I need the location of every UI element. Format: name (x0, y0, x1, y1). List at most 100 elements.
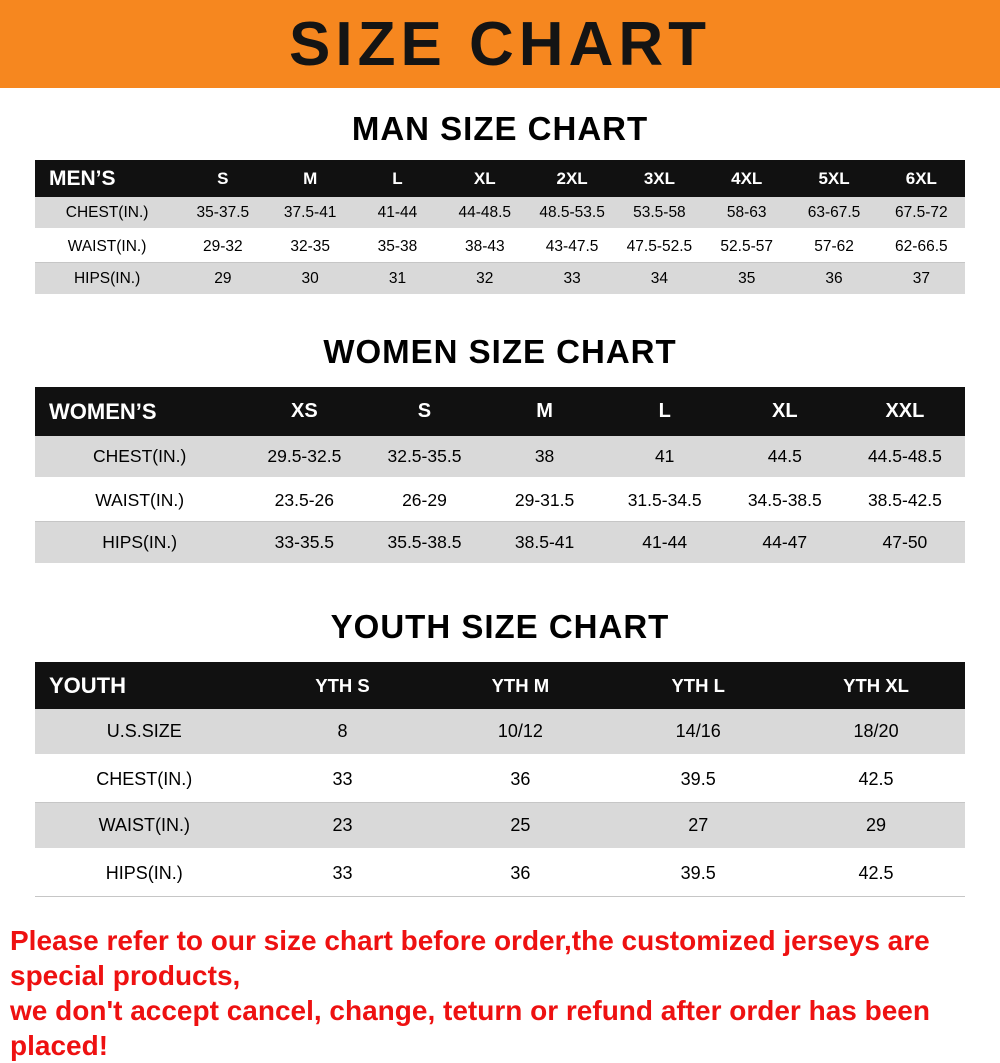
table-corner-label: YOUTH (35, 662, 254, 709)
table-row: U.S.SIZE 8 10/12 14/16 18/20 (35, 709, 965, 757)
size-column-header: 4XL (703, 160, 791, 197)
disclaimer-line-1: Please refer to our size chart before or… (10, 925, 930, 991)
data-cell: 33 (253, 849, 432, 897)
size-column-header: L (353, 160, 442, 197)
size-chart-title: SIZE CHART (289, 9, 711, 79)
table-corner-label: WOMEN’S (35, 387, 245, 436)
data-cell: 38-43 (441, 229, 529, 263)
size-column-header: XXL (844, 387, 965, 436)
data-cell: 44.5-48.5 (844, 436, 965, 480)
data-cell: 32 (441, 262, 529, 297)
data-cell: 48.5-53.5 (528, 197, 616, 231)
data-cell: 25 (431, 802, 610, 851)
row-label: HIPS(IN.) (35, 849, 254, 897)
table-header-row: MEN’S S M L XL 2XL 3XL 4XL 5XL 6XL (35, 160, 965, 197)
data-cell: 39.5 (609, 849, 788, 897)
women-size-table: WOMEN’S XS S M L XL XXL CHEST(IN.) 29.5-32.5 32.5… (35, 387, 965, 566)
disclaimer-note: Please refer to our size chart before or… (0, 923, 1000, 1063)
size-column-header: S (364, 387, 485, 436)
data-cell: 32.5-35.5 (364, 436, 485, 480)
size-column-header: XL (441, 160, 529, 197)
data-cell: 35-37.5 (179, 197, 267, 231)
data-cell: 36 (790, 262, 878, 297)
data-cell: 37.5-41 (266, 197, 354, 231)
size-column-header: S (179, 160, 267, 197)
data-cell: 43-47.5 (528, 229, 616, 263)
women-size-chart-section: WOMEN SIZE CHART WOMEN’S XS S M L XL XXL CHEST(… (0, 333, 1000, 566)
data-cell: 42.5 (787, 755, 965, 803)
table-row: WAIST(IN.) 29-32 32-35 35-38 38-43 43-47.5 47.… (35, 229, 965, 263)
man-size-chart-section: MAN SIZE CHART MEN’S S M L XL 2XL 3XL 4XL 5XL 6XL… (0, 110, 1000, 297)
data-cell: 23.5-26 (244, 478, 365, 522)
data-cell: 34 (615, 262, 704, 297)
data-cell: 67.5-72 (877, 197, 965, 231)
data-cell: 31.5-34.5 (604, 478, 725, 522)
youth-size-chart-section: YOUTH SIZE CHART YOUTH YTH S YTH M YTH L YTH… (0, 608, 1000, 897)
size-column-header: YTH S (253, 662, 432, 709)
data-cell: 47.5-52.5 (615, 229, 704, 263)
data-cell: 18/20 (787, 709, 965, 757)
size-column-header: YTH XL (787, 662, 965, 709)
data-cell: 33 (528, 262, 616, 297)
data-cell: 37 (877, 262, 965, 297)
table-row: CHEST(IN.) 29.5-32.5 32.5-35.5 38 41 44.5 44.5… (35, 436, 965, 480)
data-cell: 47-50 (844, 521, 965, 566)
data-cell: 26-29 (364, 478, 485, 522)
data-cell: 32-35 (266, 229, 354, 263)
size-column-header: M (484, 387, 605, 436)
data-cell: 35-38 (353, 229, 442, 263)
size-column-header: YTH L (609, 662, 788, 709)
data-cell: 38.5-41 (484, 521, 605, 566)
data-cell: 57-62 (790, 229, 878, 263)
data-cell: 29-32 (179, 229, 267, 263)
table-row: CHEST(IN.) 33 36 39.5 42.5 (35, 755, 965, 803)
data-cell: 36 (431, 755, 610, 803)
row-label: HIPS(IN.) (35, 262, 180, 297)
data-cell: 10/12 (431, 709, 610, 757)
size-column-header: 5XL (790, 160, 878, 197)
data-cell: 53.5-58 (615, 197, 704, 231)
youth-size-table: YOUTH YTH S YTH M YTH L YTH XL U.S.SIZE 8 10/12… (35, 662, 965, 897)
man-size-chart-heading: MAN SIZE CHART (351, 110, 649, 147)
table-row: CHEST(IN.) 35-37.5 37.5-41 41-44 44-48.5 48.5… (35, 197, 965, 231)
men-size-table: MEN’S S M L XL 2XL 3XL 4XL 5XL 6XL CHEST(IN.) 35-37… (35, 160, 965, 297)
row-label: CHEST(IN.) (35, 755, 254, 803)
size-column-header: XL (724, 387, 845, 436)
table-row: HIPS(IN.) 33 36 39.5 42.5 (35, 849, 965, 897)
table-header-row: WOMEN’S XS S M L XL XXL (35, 387, 965, 436)
data-cell: 38 (484, 436, 605, 480)
size-column-header: YTH M (431, 662, 610, 709)
women-size-chart-heading: WOMEN SIZE CHART (323, 333, 677, 370)
data-cell: 44-47 (724, 521, 845, 566)
data-cell: 39.5 (609, 755, 788, 803)
data-cell: 27 (609, 802, 788, 851)
data-cell: 44.5 (724, 436, 845, 480)
data-cell: 41-44 (604, 521, 725, 566)
data-cell: 29 (787, 802, 965, 851)
data-cell: 36 (431, 849, 610, 897)
data-cell: 14/16 (609, 709, 788, 757)
data-cell: 29 (179, 262, 267, 297)
data-cell: 62-66.5 (877, 229, 965, 263)
table-row: WAIST(IN.) 23 25 27 29 (35, 802, 965, 851)
row-label: WAIST(IN.) (35, 802, 254, 851)
data-cell: 23 (253, 802, 432, 851)
data-cell: 63-67.5 (790, 197, 878, 231)
row-label: WAIST(IN.) (35, 478, 245, 522)
youth-size-chart-heading: YOUTH SIZE CHART (330, 608, 670, 645)
size-column-header: M (266, 160, 354, 197)
row-label: WAIST(IN.) (35, 229, 180, 263)
size-column-header: 2XL (528, 160, 616, 197)
row-label: CHEST(IN.) (35, 197, 180, 231)
data-cell: 30 (266, 262, 354, 297)
data-cell: 41-44 (353, 197, 442, 231)
size-chart-banner: SIZE CHART (0, 0, 1000, 88)
row-label: HIPS(IN.) (35, 521, 245, 566)
table-header-row: YOUTH YTH S YTH M YTH L YTH XL (35, 662, 965, 709)
data-cell: 29.5-32.5 (244, 436, 365, 480)
data-cell: 42.5 (787, 849, 965, 897)
size-column-header: XS (244, 387, 365, 436)
data-cell: 34.5-38.5 (724, 478, 845, 522)
size-column-header: 3XL (615, 160, 704, 197)
data-cell: 44-48.5 (441, 197, 529, 231)
